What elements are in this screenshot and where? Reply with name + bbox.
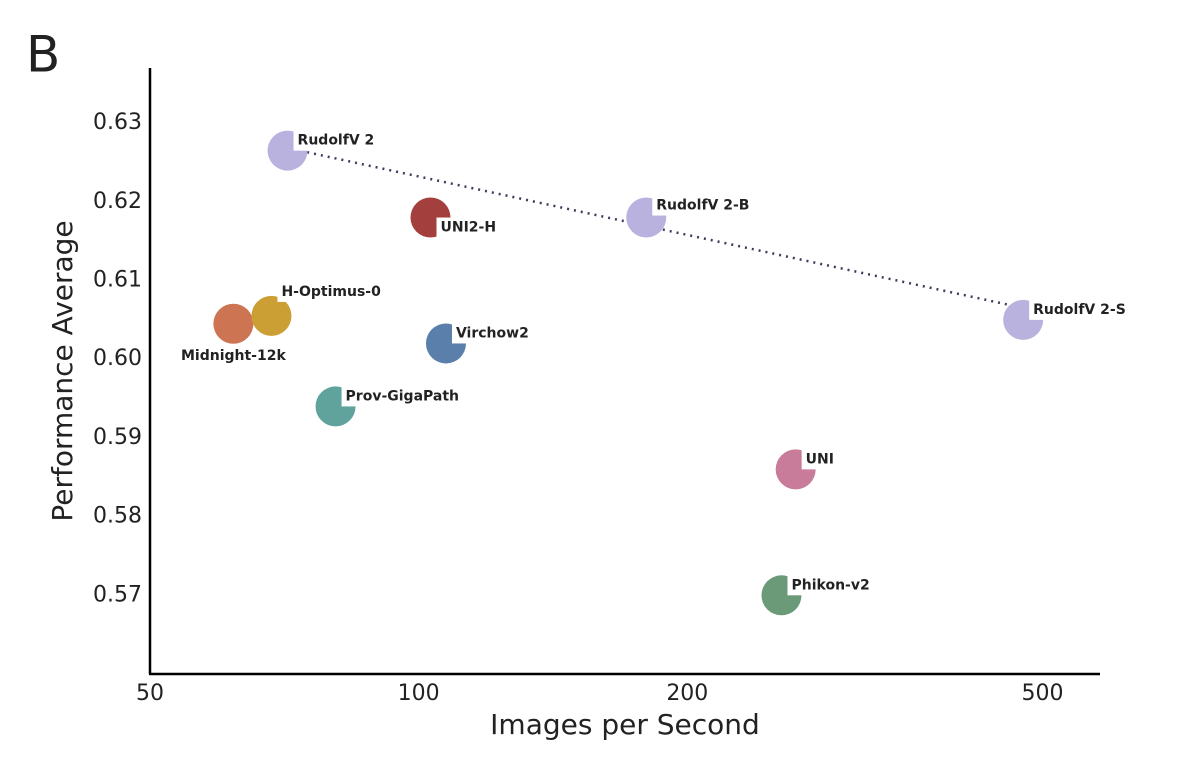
- point-label: UNI2-H: [440, 220, 496, 236]
- point-label: RudolfV 2-S: [1033, 302, 1126, 318]
- point-label: Midnight-12k: [181, 348, 286, 364]
- label-bg: [277, 281, 386, 302]
- point: [213, 303, 254, 344]
- label-bg: [436, 217, 501, 238]
- x-tick-label: 100: [398, 681, 440, 706]
- point-label: Prov-GigaPath: [346, 388, 459, 404]
- panel-label: B: [26, 26, 60, 84]
- label-bg: [341, 386, 464, 407]
- label-bg: [801, 449, 838, 470]
- y-tick-label: 0.61: [93, 267, 142, 292]
- y-tick-label: 0.59: [93, 425, 142, 450]
- label-bg: [293, 130, 379, 151]
- point-label: RudolfV 2: [298, 133, 375, 149]
- point-label: UNI: [806, 451, 834, 467]
- label-bg: [787, 575, 874, 596]
- y-axis-label: Performance Average: [46, 220, 79, 521]
- label-bg: [1029, 299, 1130, 320]
- x-tick-label: 200: [666, 681, 708, 706]
- label-bg: [451, 323, 533, 344]
- point-label: H-Optimus-0: [281, 284, 381, 300]
- y-tick-label: 0.63: [93, 110, 142, 135]
- x-tick-label: 500: [1021, 681, 1063, 706]
- point-label: RudolfV 2-B: [656, 198, 749, 214]
- point: [251, 295, 292, 336]
- x-tick-label: 50: [136, 681, 164, 706]
- label-bg: [652, 195, 754, 216]
- point-label: Virchow2: [456, 325, 529, 341]
- y-tick-label: 0.58: [93, 504, 142, 529]
- y-tick-label: 0.60: [93, 346, 142, 371]
- x-axis-label: Images per Second: [490, 708, 760, 741]
- trend-line: [306, 150, 1028, 311]
- y-tick-label: 0.57: [93, 582, 142, 607]
- point-label: Phikon-v2: [791, 577, 869, 593]
- y-tick-label: 0.62: [93, 189, 142, 214]
